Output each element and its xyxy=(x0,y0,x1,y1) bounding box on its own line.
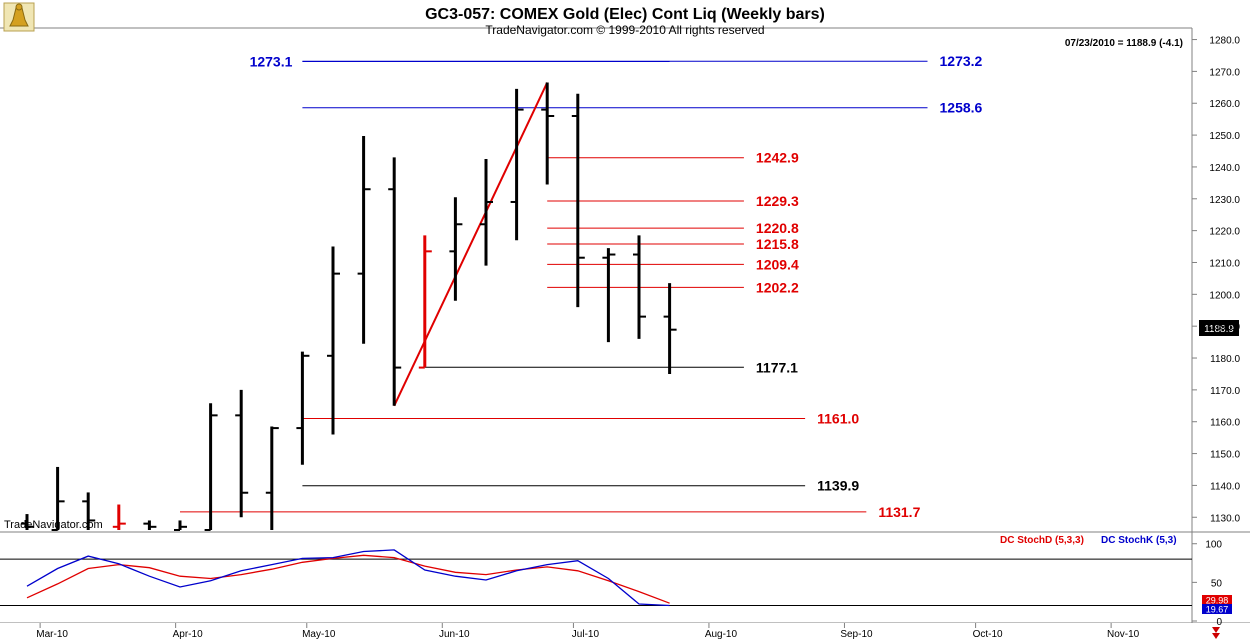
legend-entry: DC StochD (5,3,3) xyxy=(1000,535,1084,546)
ohlc-bars xyxy=(21,82,677,531)
date-tick-label: Aug-10 xyxy=(705,629,738,640)
last-price-label: 1188.9 xyxy=(1204,324,1234,335)
indicator-tick-label: 50 xyxy=(1211,578,1223,589)
legend-entry: DC StochK (5,3) xyxy=(1101,535,1177,546)
price-tick-label: 1270.0 xyxy=(1209,67,1240,78)
level-label: 1242.9 xyxy=(756,150,799,166)
price-tick-label: 1220.0 xyxy=(1209,227,1240,238)
last-price-tag xyxy=(1199,320,1239,336)
price-tick-label: 1190.0 xyxy=(1210,322,1240,333)
grid-layer xyxy=(0,558,1192,607)
level-label: 1229.3 xyxy=(756,193,799,209)
last-bar-readout: 07/23/2010 = 1188.9 (-4.1) xyxy=(1065,38,1183,49)
level-label: 1202.2 xyxy=(756,279,799,295)
trade-navigator-logo[interactable] xyxy=(3,2,35,32)
date-tick-label: Apr-10 xyxy=(173,629,203,640)
level-label: 1220.8 xyxy=(756,220,799,236)
level-label: 1273.2 xyxy=(940,53,983,69)
level-label: 1258.6 xyxy=(940,100,983,116)
watermark-text: TradeNavigator.com xyxy=(4,519,103,531)
trend-line-layer xyxy=(393,82,549,407)
level-label: 1131.7 xyxy=(878,504,920,520)
date-axis-panel xyxy=(0,623,1250,643)
indicator-value-label: 19.67 xyxy=(1206,605,1229,615)
price-tick-label: 1210.0 xyxy=(1209,258,1240,269)
date-tick-label: Sep-10 xyxy=(840,629,873,640)
price-tick-label: 1200.0 xyxy=(1209,290,1240,301)
price-axis-ticks: 1130.0 1140.0 1150.0 1160.0 1170.0 1180.0 1190… xyxy=(1192,36,1240,628)
indicator-tick-label: 0 xyxy=(1216,617,1222,628)
level-lines: 1273.1 1273.2 1258.6 1242.9 1229.3 1220.81215… xyxy=(180,53,983,520)
date-tick-label: Mar-10 xyxy=(36,629,68,640)
stochastic-line xyxy=(26,549,670,607)
date-axis-ticks: Mar-10 Apr-10 May-10 Jun-10 Jul-10 Aug-10 Sep-… xyxy=(36,623,1140,640)
price-tick-label: 1240.0 xyxy=(1209,163,1240,174)
level-label: 1139.9 xyxy=(817,478,859,494)
date-tick-label: Oct-10 xyxy=(973,629,1003,640)
date-tick-label: Nov-10 xyxy=(1107,629,1140,640)
scroll-right-icon[interactable] xyxy=(1212,627,1220,639)
level-label: 1209.4 xyxy=(756,256,799,272)
indicator-value-label: 29.98 xyxy=(1206,596,1229,606)
stochastic-line xyxy=(26,554,670,604)
level-label: 1215.8 xyxy=(756,236,799,252)
stochastic-panel: DC StochD (5,3,3) 29.98 DC StochK (5,3) 19.… xyxy=(26,535,1232,615)
price-tick-label: 1180.0 xyxy=(1210,354,1240,365)
trend-line xyxy=(393,82,549,407)
date-tick-label: May-10 xyxy=(302,629,336,640)
price-tick-label: 1170.0 xyxy=(1210,386,1240,397)
price-tick-label: 1230.0 xyxy=(1209,195,1240,206)
indicator-value-tag xyxy=(1202,604,1232,614)
price-tick-label: 1140.0 xyxy=(1210,481,1240,492)
level-label: 1161.0 xyxy=(817,411,859,427)
level-label: 1177.1 xyxy=(756,359,798,375)
date-tick-label: Jul-10 xyxy=(572,629,600,640)
indicator-tick-label: 100 xyxy=(1205,540,1222,551)
price-tick-label: 1160.0 xyxy=(1210,418,1240,429)
copyright-text: TradeNavigator.com © 1999-2010 All right… xyxy=(485,23,764,37)
indicator-value-tag xyxy=(1202,595,1232,605)
price-tick-label: 1130.0 xyxy=(1210,513,1240,524)
level-label: 1273.1 xyxy=(250,54,293,70)
chart-title: GC3-057: COMEX Gold (Elec) Cont Liq (Wee… xyxy=(425,6,825,23)
price-tick-label: 1150.0 xyxy=(1210,450,1240,461)
price-tick-label: 1250.0 xyxy=(1209,131,1240,142)
date-tick-label: Jun-10 xyxy=(439,629,470,640)
price-tick-label: 1260.0 xyxy=(1209,99,1240,110)
price-tick-label: 1280.0 xyxy=(1209,36,1240,47)
